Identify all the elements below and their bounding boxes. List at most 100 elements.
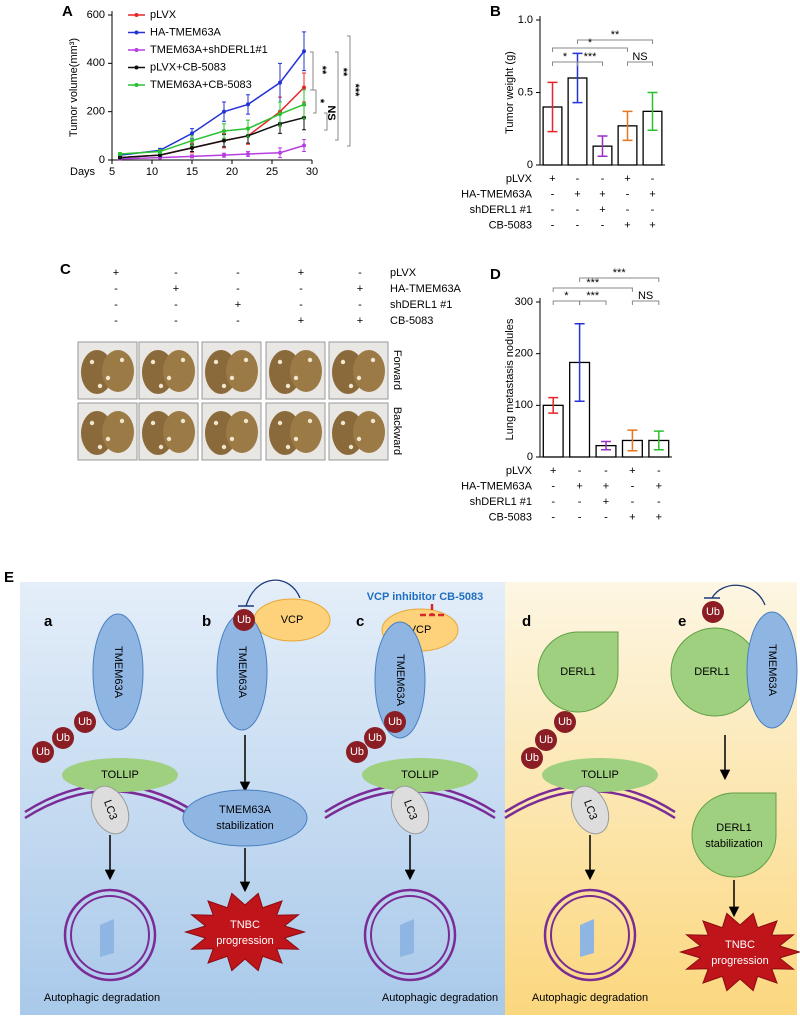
diagram-label: TNBC	[230, 919, 260, 931]
bracket	[577, 39, 653, 44]
nodule	[293, 436, 299, 442]
condition-sign: -	[358, 267, 362, 279]
condition-label: shDERL1 #1	[390, 299, 452, 311]
ub-label: Ub	[539, 734, 553, 746]
diagram-label: DERL1	[694, 666, 729, 678]
condition-sign: +	[298, 315, 304, 327]
condition-sign: +	[599, 188, 605, 200]
point	[222, 129, 226, 133]
nodule	[307, 357, 313, 363]
condition-sign: +	[113, 267, 119, 279]
panel-label: C	[60, 261, 71, 278]
ub-label: Ub	[388, 716, 402, 728]
ub-label: Ub	[706, 606, 720, 618]
condition-sign: +	[603, 480, 609, 492]
ub-label: Ub	[78, 716, 92, 728]
condition-sign: -	[551, 480, 555, 492]
autophagosome	[70, 895, 150, 975]
condition-sign: -	[631, 496, 635, 508]
condition-sign: +	[649, 219, 655, 231]
condition-sign: +	[603, 496, 609, 508]
point	[278, 80, 282, 85]
significance: ***	[349, 84, 361, 98]
series-line	[119, 86, 305, 159]
condition-sign: -	[358, 299, 362, 311]
sub-label: e	[678, 613, 686, 630]
sub-label: d	[522, 613, 531, 630]
condition-sign: -	[236, 315, 240, 327]
lung-right	[226, 411, 258, 453]
condition-sign: -	[604, 465, 608, 477]
ub-label: Ub	[237, 614, 251, 626]
condition-label: HA-TMEM63A	[461, 188, 533, 200]
point	[222, 153, 226, 158]
significance: **	[611, 29, 620, 41]
view-label: Forward	[391, 350, 403, 390]
bracket	[577, 61, 603, 66]
condition-sign: -	[601, 173, 605, 185]
condition-sign: -	[578, 496, 582, 508]
tmem63a	[92, 613, 144, 731]
condition-label: pLVX	[506, 173, 533, 185]
error-bar	[647, 91, 658, 131]
significance: *	[588, 37, 593, 49]
legend-label: TMEM63A+CB-5083	[150, 79, 252, 91]
diagram-label: TOLLIP	[581, 769, 619, 781]
ub	[364, 727, 386, 749]
nodule	[150, 359, 156, 365]
sub-label: a	[44, 613, 53, 630]
error-bar	[601, 440, 611, 451]
autophagosome	[370, 895, 450, 975]
ub	[554, 711, 576, 733]
ub	[74, 711, 96, 733]
nodule	[97, 444, 103, 450]
condition-sign: -	[626, 188, 630, 200]
condition-label: CB-5083	[489, 219, 532, 231]
condition-sign: -	[576, 173, 580, 185]
y-tick-label: 300	[515, 296, 533, 308]
inhibition	[711, 584, 766, 606]
nodule	[221, 383, 227, 389]
lung-right	[102, 350, 134, 392]
point	[278, 150, 282, 155]
autophagosome	[63, 888, 157, 982]
x-tick-label: 10	[146, 166, 158, 178]
sub-label: b	[202, 613, 211, 630]
nodule	[213, 420, 219, 426]
nodule	[348, 383, 354, 389]
view-label: Backward	[391, 407, 403, 455]
nodule	[119, 418, 125, 424]
error-bar	[597, 135, 608, 158]
nodule	[166, 375, 172, 381]
point	[222, 109, 226, 114]
condition-sign: -	[551, 188, 555, 200]
lc3	[90, 785, 130, 835]
legend-label: pLVX	[150, 9, 177, 21]
panel-label: E	[4, 569, 14, 586]
cargo	[400, 919, 414, 957]
y-axis-label: Tumor volume(mm³)	[68, 38, 80, 137]
nodule	[370, 357, 376, 363]
legend-marker	[134, 65, 139, 70]
point	[190, 138, 194, 143]
ub-label: Ub	[525, 752, 539, 764]
panel-label: A	[62, 3, 73, 20]
tnbc-star	[183, 892, 307, 972]
stabilized-derl1	[691, 792, 777, 878]
diagram-label: Autophagic degradation	[382, 992, 498, 1004]
legend-label: HA-TMEM63A	[150, 26, 222, 38]
condition-sign: -	[114, 315, 118, 327]
diagram-label: stabilization	[216, 820, 273, 832]
cargo	[580, 919, 594, 957]
diagram-label: VCP	[281, 614, 304, 626]
lung-right	[163, 350, 195, 392]
condition-sign: +	[656, 511, 662, 523]
y-tick-label: 400	[87, 57, 105, 69]
y-tick-label: 600	[87, 9, 105, 21]
point	[302, 143, 306, 148]
bracket	[631, 300, 660, 305]
bracket	[324, 112, 328, 131]
tmem63a	[374, 621, 426, 739]
significance: ***	[613, 267, 627, 279]
condition-sign: -	[174, 299, 178, 311]
